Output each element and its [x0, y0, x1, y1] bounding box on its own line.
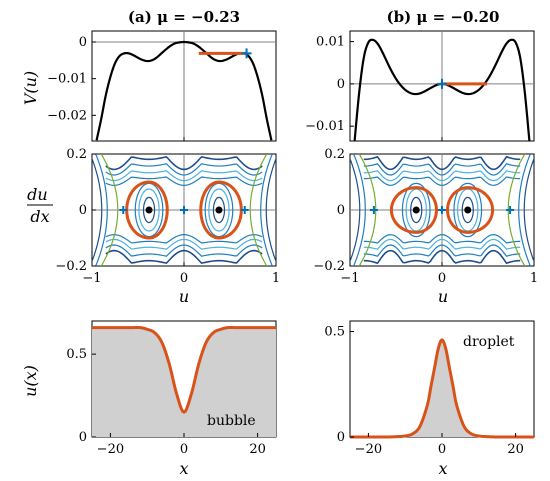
level-curve	[105, 234, 263, 244]
level-curve	[363, 249, 521, 265]
level-curve	[260, 154, 273, 266]
level-curve	[92, 156, 103, 264]
closed-orbit	[461, 196, 474, 224]
ytick-label: 0.5	[66, 347, 87, 362]
ytick-label: −0.2	[55, 259, 87, 274]
saddle-point	[119, 206, 128, 214]
potential-a-axes: 0 −0.01 −0.02	[47, 30, 277, 142]
level-curve	[105, 163, 263, 176]
profile-ylabel: u(x)	[21, 365, 40, 397]
center-point	[215, 206, 223, 214]
xtick-label: −20	[355, 442, 382, 457]
level-curve	[363, 163, 521, 176]
center-point	[464, 206, 472, 214]
potential-ylabel: V(u)	[21, 71, 40, 105]
phase-ylabel: du dx	[27, 185, 53, 226]
ytick-label: −0.2	[313, 259, 345, 274]
profile-a-axes: 0.5 0 −20 0 20	[66, 320, 277, 457]
ytick-label: −0.01	[47, 72, 87, 87]
panel-a-title: (a) μ = −0.23	[128, 8, 240, 26]
xtick-label: 20	[507, 442, 524, 457]
phase-b-axes: 0.2 0 −0.2−1 0 1	[313, 147, 538, 286]
level-curve	[363, 238, 521, 250]
profile-curve	[350, 338, 534, 439]
ytick-label: 0	[337, 77, 345, 92]
homoclinic-orbit	[446, 186, 495, 234]
level-curve	[95, 154, 108, 266]
level-curve	[363, 244, 521, 257]
level-curve	[363, 170, 521, 182]
level-curve	[249, 154, 268, 266]
panel-b-title: (b) μ = −0.20	[387, 8, 500, 26]
xtick-label: 1	[530, 271, 538, 286]
center-point	[145, 206, 153, 214]
xtick-label: −1	[82, 271, 101, 286]
level-curve	[100, 154, 119, 266]
xtick-label: −1	[340, 271, 359, 286]
ytick-label: −0.02	[47, 108, 87, 123]
level-curve	[105, 244, 263, 257]
level-curve	[350, 156, 361, 264]
saddle-point	[180, 206, 188, 214]
closed-orbit	[453, 182, 483, 238]
phase-b-xlabel: u	[438, 287, 448, 306]
level-curve	[363, 234, 521, 244]
level-curve	[105, 176, 263, 186]
closed-orbit	[212, 196, 226, 224]
level-curve	[523, 156, 534, 264]
level-curve	[363, 155, 521, 171]
profile-b-axes: 0.5 0 −20 0 20	[324, 320, 535, 457]
profile-fill	[92, 327, 276, 437]
xtick-label: 0	[180, 442, 188, 457]
saddle-marker	[241, 48, 252, 59]
level-curve	[105, 238, 263, 250]
level-curve	[105, 155, 263, 171]
ytick-label: 0	[79, 35, 87, 50]
ytick-label: −0.01	[305, 119, 345, 134]
homoclinic-orbit	[389, 186, 438, 234]
saddle-point	[240, 206, 249, 214]
closed-orbit	[410, 196, 423, 224]
level-curve	[353, 154, 366, 266]
ytick-label: 0.2	[324, 147, 345, 162]
ytick-label: 0.01	[316, 35, 345, 50]
ytick-label: 0	[337, 430, 345, 445]
ytick-label: 0	[337, 203, 345, 218]
phase-a-axes: 0.2 0 −0.2−1 0 1	[55, 147, 280, 286]
closed-orbit	[401, 182, 431, 238]
xtick-label: −20	[97, 442, 124, 457]
saddle-point	[438, 206, 446, 214]
level-curve	[265, 156, 276, 264]
xtick-label: 1	[272, 271, 280, 286]
xtick-label: 20	[249, 442, 266, 457]
level-curve	[105, 249, 263, 265]
phase-a-xlabel: u	[179, 287, 189, 306]
ytick-label: 0.2	[66, 147, 87, 162]
profile-a-xlabel: x	[179, 459, 188, 478]
center-point	[412, 206, 420, 214]
potential-b-axes: 0.01 0 −0.01	[305, 30, 535, 142]
saddle-point	[506, 206, 515, 214]
closed-orbit	[138, 188, 160, 232]
level-curve	[518, 154, 531, 266]
homoclinic-orbit	[199, 180, 243, 240]
ytick-label: 0	[79, 203, 87, 218]
xtick-label: 0	[438, 271, 446, 286]
level-curve	[105, 170, 263, 182]
ytick-label: 0	[79, 430, 87, 445]
closed-orbit	[142, 196, 156, 224]
profile-b-xlabel: x	[438, 459, 447, 478]
xtick-label: 0	[438, 442, 446, 457]
profile-fill	[350, 339, 534, 438]
saddle-point	[369, 206, 378, 214]
closed-orbit	[208, 188, 230, 232]
bubble-annotation: bubble	[207, 413, 256, 429]
saddle-marker	[437, 78, 447, 89]
droplet-annotation: droplet	[463, 334, 515, 350]
level-curve	[363, 176, 521, 186]
xtick-label: 0	[180, 271, 188, 286]
profile-curve	[92, 326, 276, 414]
ytick-label: 0.5	[324, 325, 345, 340]
